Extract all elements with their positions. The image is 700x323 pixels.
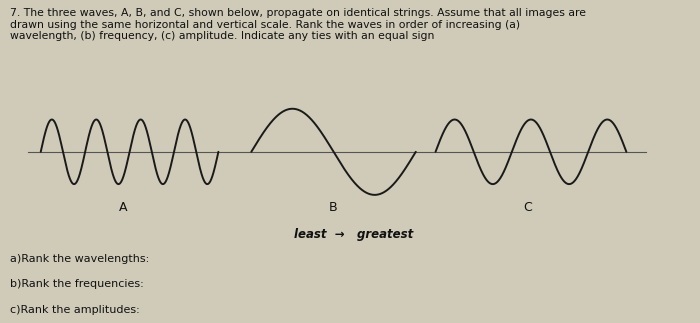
Text: c)Rank the amplitudes:: c)Rank the amplitudes:: [10, 305, 140, 315]
Text: B: B: [329, 201, 338, 214]
Text: 7. The three waves, A, B, and C, shown below, propagate on identical strings. As: 7. The three waves, A, B, and C, shown b…: [10, 8, 587, 41]
Text: b)Rank the frequencies:: b)Rank the frequencies:: [10, 279, 144, 289]
Text: least  →   greatest: least → greatest: [294, 228, 413, 241]
Text: C: C: [524, 201, 532, 214]
Text: A: A: [119, 201, 127, 214]
Text: a)Rank the wavelengths:: a)Rank the wavelengths:: [10, 254, 150, 264]
